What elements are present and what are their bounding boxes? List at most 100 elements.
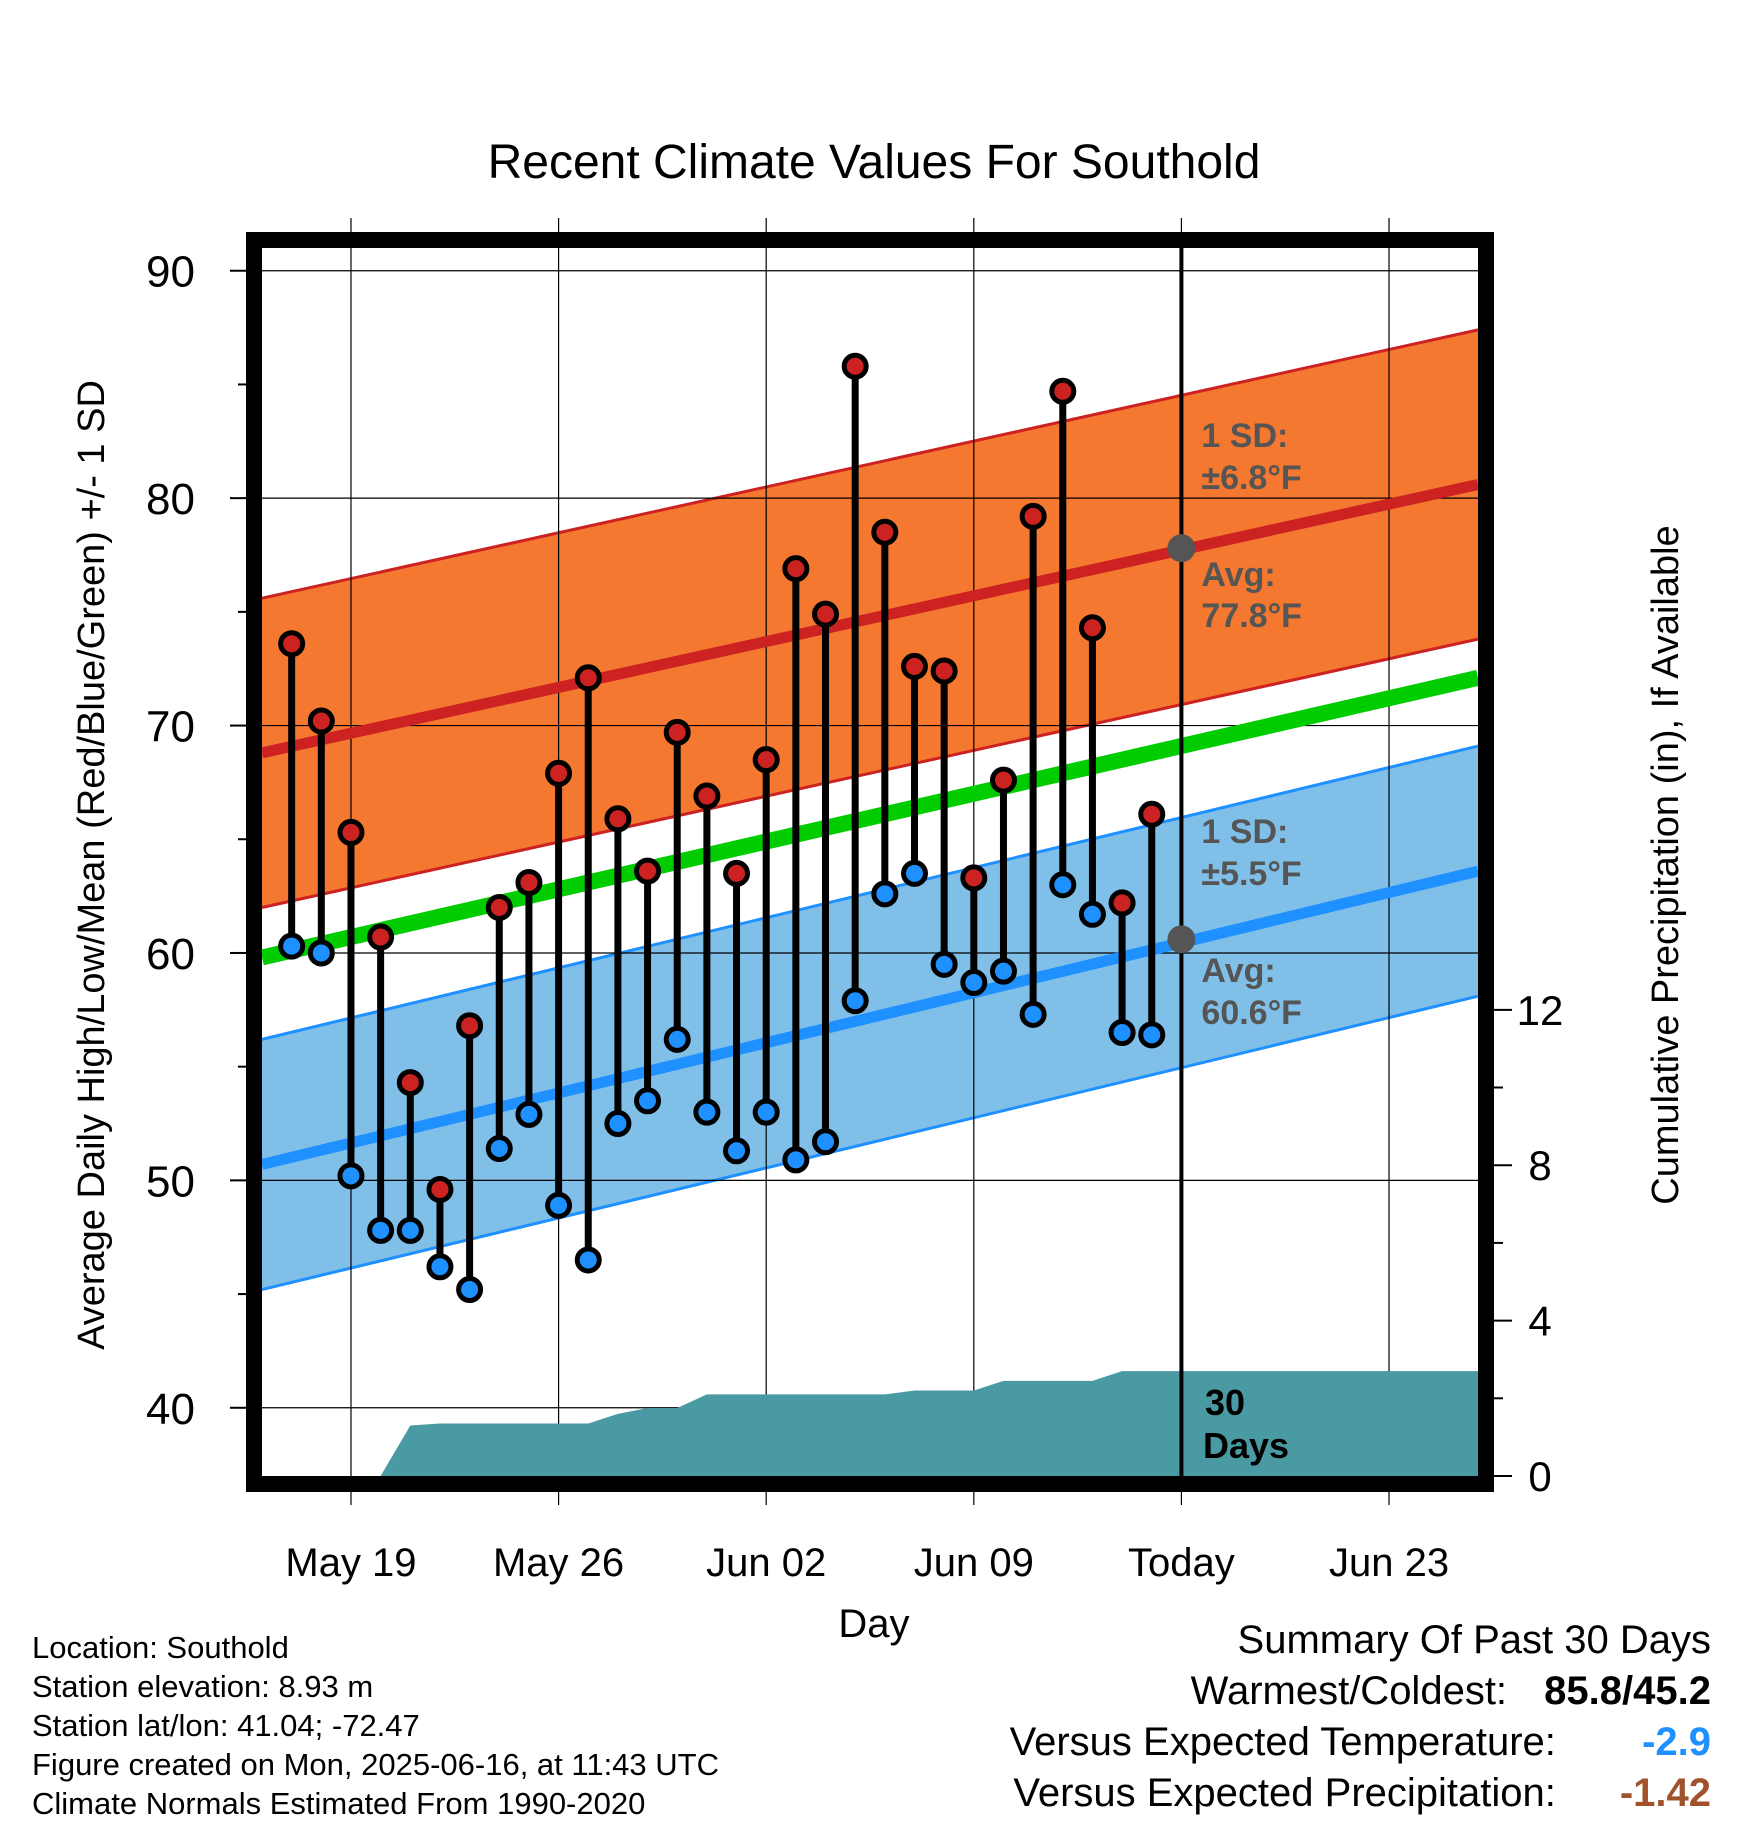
y-tick-label: 80 <box>146 475 195 524</box>
normal-low-line <box>260 865 1480 1170</box>
high-avg-value: 77.8°F <box>1201 597 1302 635</box>
daily-low-point <box>812 1128 840 1156</box>
high-sd-value: ±6.8°F <box>1201 459 1301 497</box>
daily-high-point <box>841 352 869 380</box>
low-sd-value: ±5.5°F <box>1201 855 1301 893</box>
created-text: Figure created on Mon, 2025-06-16, at 11… <box>32 1747 719 1782</box>
daily-low-point <box>545 1191 573 1219</box>
y2-axis-label: Cumulative Precipitation (in), If Availa… <box>1645 525 1687 1204</box>
daily-high-point <box>545 759 573 787</box>
normal-low-lower-edge <box>261 994 1479 1291</box>
x-tick-label: May 19 <box>285 1541 416 1585</box>
y-tick-label: 70 <box>146 703 195 752</box>
daily-low-point <box>1019 1000 1047 1028</box>
daily-low-point <box>515 1100 543 1128</box>
precip-label: Versus Expected Precipitation: <box>1013 1771 1556 1815</box>
daily-low-point <box>456 1276 484 1304</box>
daily-low-point <box>752 1098 780 1126</box>
daily-low-point <box>871 880 899 908</box>
daily-high-point <box>604 805 632 833</box>
normal-high-line <box>260 479 1480 759</box>
daily-high-point <box>456 1012 484 1040</box>
daily-low-point <box>426 1253 454 1281</box>
daily-low-point <box>604 1110 632 1138</box>
daily-high-point <box>1138 800 1166 828</box>
warm-cold-value: 85.8/45.2 <box>1544 1669 1711 1713</box>
elevation-text: Station elevation: 8.93 m <box>32 1669 374 1704</box>
y-axis-label: Average Daily High/Low/Mean (Red/Blue/Gr… <box>71 380 113 1350</box>
daily-high-point <box>367 923 395 951</box>
daily-high-point <box>900 652 928 680</box>
daily-low-point <box>1138 1021 1166 1049</box>
y-tick-label: 40 <box>146 1385 195 1434</box>
y2-tick-label: 4 <box>1528 1298 1551 1345</box>
y2-tick-label: 12 <box>1517 987 1564 1034</box>
daily-low-point <box>1078 900 1106 928</box>
y2-tick-label: 0 <box>1528 1453 1551 1500</box>
daily-high-point <box>871 518 899 546</box>
daily-high-point <box>960 864 988 892</box>
daily-high-point <box>989 766 1017 794</box>
y-tick-label: 60 <box>146 930 195 979</box>
daily-high-point <box>426 1175 454 1203</box>
x-tick-label: Jun 23 <box>1329 1541 1449 1585</box>
daily-high-point <box>574 664 602 692</box>
daily-low-point <box>278 932 306 960</box>
y-tick-label: 90 <box>146 248 195 297</box>
daily-low-point <box>723 1137 751 1165</box>
x-tick-label: Today <box>1128 1541 1235 1585</box>
station-info: Location: Southold Station elevation: 8.… <box>32 1628 719 1823</box>
daily-low-point <box>1108 1019 1136 1047</box>
y2-tick-label: 8 <box>1528 1142 1551 1189</box>
normal-low-upper-edge <box>261 744 1479 1041</box>
precip-value: -1.42 <box>1619 1771 1711 1815</box>
low-avg-value: 60.6°F <box>1201 994 1302 1032</box>
daily-low-point <box>367 1216 395 1244</box>
daily-high-point <box>634 857 662 885</box>
daily-low-point <box>841 987 869 1015</box>
daily-low-point <box>1049 871 1077 899</box>
daily-low-point <box>634 1087 662 1115</box>
precip-area <box>321 1371 1478 1476</box>
today-low-marker <box>1167 925 1196 954</box>
summary-temp-row: Versus Expected Temperature: -2.9 <box>1010 1720 1711 1771</box>
latlon-text: Station lat/lon: 41.04; -72.47 <box>32 1708 420 1743</box>
daily-high-point <box>930 657 958 685</box>
daily-low-point <box>307 939 335 967</box>
summary-warm-cold-row: Warmest/Coldest: 85.8/45.2 <box>1010 1669 1711 1720</box>
daily-high-point <box>1108 889 1136 917</box>
daily-high-point <box>782 555 810 583</box>
x-tick-label: Jun 02 <box>706 1541 826 1585</box>
daily-low-point <box>782 1146 810 1174</box>
normal-high-upper-edge <box>261 328 1479 600</box>
daily-high-point <box>307 707 335 735</box>
summary-panel: Summary Of Past 30 Days Warmest/Coldest:… <box>1010 1618 1711 1822</box>
daily-high-point <box>337 818 365 846</box>
precip-days-label-line2: Days <box>1203 1425 1289 1466</box>
daily-low-point <box>693 1098 721 1126</box>
daily-high-point <box>812 600 840 628</box>
daily-low-point <box>960 969 988 997</box>
daily-low-point <box>989 957 1017 985</box>
low-avg-label: Avg: <box>1201 952 1275 990</box>
daily-high-point <box>663 718 691 746</box>
plot-frame <box>246 232 1494 1492</box>
normals-text: Climate Normals Estimated From 1990-2020 <box>32 1786 646 1821</box>
daily-low-point <box>663 1025 691 1053</box>
temp-label: Versus Expected Temperature: <box>1009 1720 1556 1764</box>
daily-high-point <box>752 746 780 774</box>
daily-high-point <box>396 1069 424 1097</box>
daily-high-point <box>515 868 543 896</box>
high-avg-label: Avg: <box>1201 556 1275 594</box>
daily-low-point <box>396 1216 424 1244</box>
x-axis-label: Day <box>838 1602 909 1646</box>
chart-title: Recent Climate Values For Southold <box>488 136 1261 189</box>
daily-low-point <box>337 1162 365 1190</box>
daily-high-point <box>1049 377 1077 405</box>
summary-title: Summary Of Past 30 Days <box>1237 1618 1711 1662</box>
today-high-marker <box>1167 534 1196 563</box>
summary-precip-row: Versus Expected Precipitation: -1.42 <box>1010 1771 1711 1822</box>
daily-low-point <box>930 950 958 978</box>
temp-value: -2.9 <box>1642 1720 1711 1764</box>
